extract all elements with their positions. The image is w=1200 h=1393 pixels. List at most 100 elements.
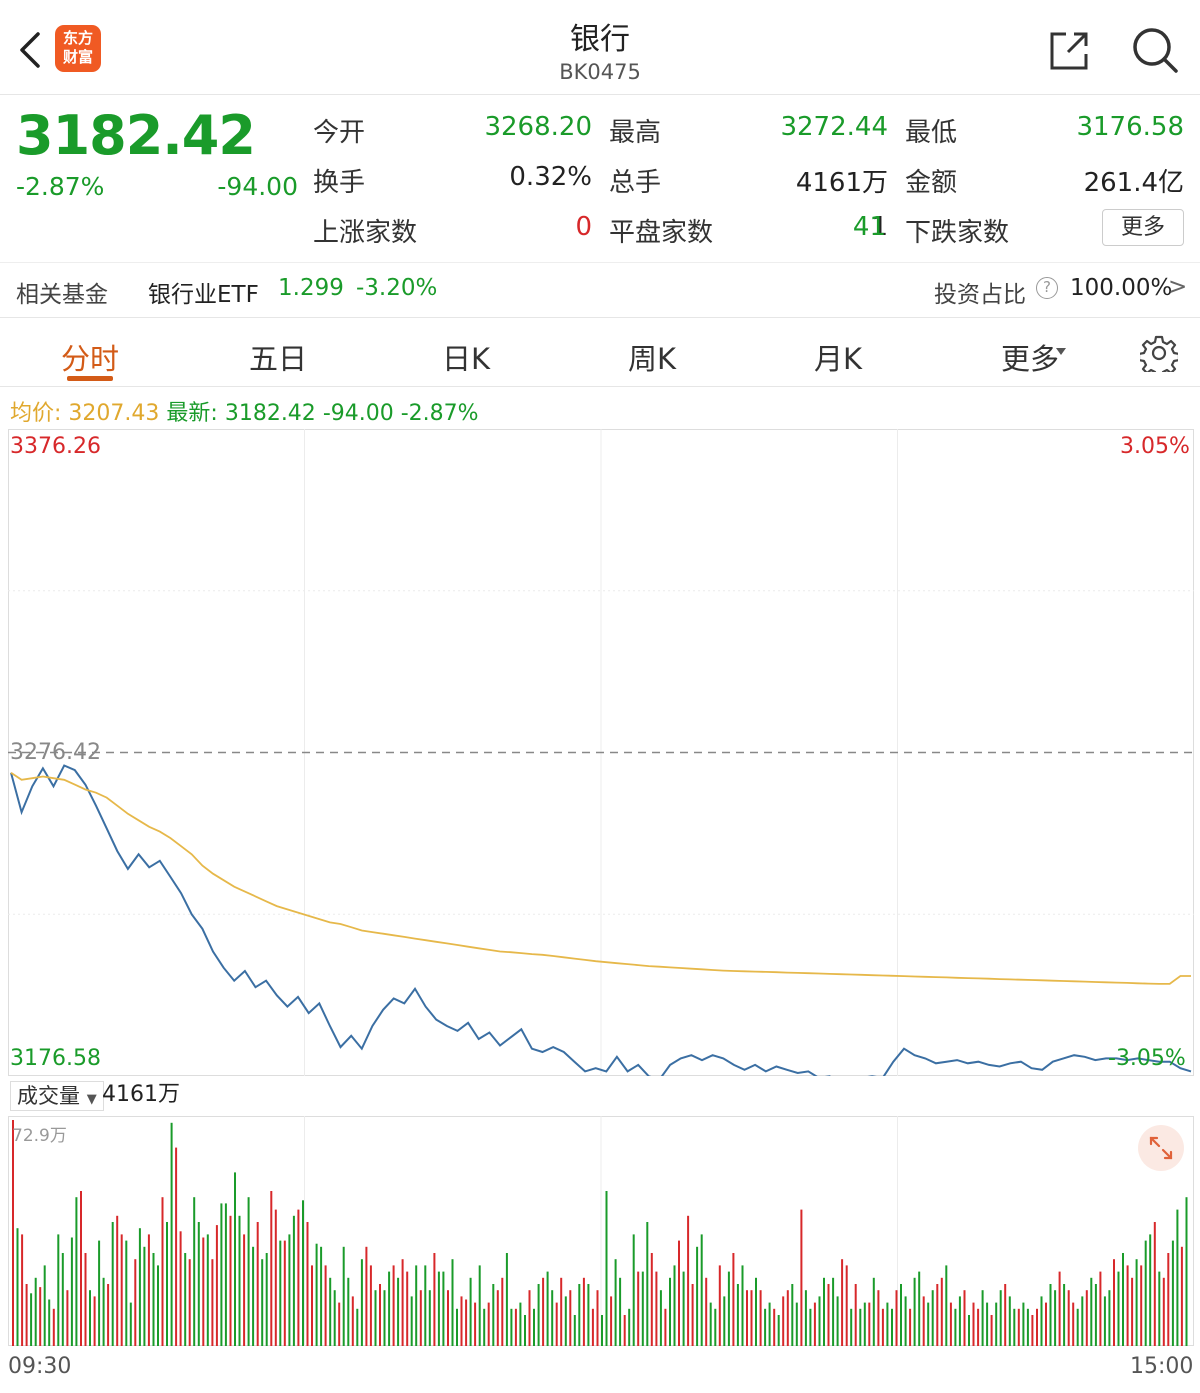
volume-bar	[881, 1308, 884, 1346]
sector-code: BK0475	[559, 60, 641, 84]
volume-bar	[143, 1246, 146, 1346]
volume-bar	[596, 1290, 599, 1346]
volume-bar	[360, 1259, 363, 1346]
quote-value: 3268.20	[484, 112, 592, 142]
volume-bar	[1126, 1265, 1129, 1346]
volume-bar	[755, 1277, 757, 1346]
fund-name[interactable]: 银行业ETF	[148, 282, 259, 308]
latest-value: 3182.42	[224, 401, 316, 426]
tab-5[interactable]: 更多	[1000, 342, 1059, 376]
volume-bar	[138, 1228, 141, 1346]
volume-bar	[111, 1222, 114, 1346]
volume-bar	[528, 1290, 531, 1346]
volume-bar	[555, 1302, 558, 1346]
volume-bar	[292, 1215, 295, 1346]
volume-bar	[134, 1259, 137, 1346]
volume-bar	[279, 1240, 282, 1346]
volume-bar	[80, 1191, 82, 1346]
volume-bar	[972, 1302, 975, 1346]
volume-bar	[456, 1308, 458, 1346]
volume-bar	[1008, 1296, 1011, 1346]
volume-bar	[270, 1191, 273, 1346]
volume-chart[interactable]	[8, 1116, 1194, 1346]
volume-bar	[619, 1277, 622, 1346]
volume-bar	[723, 1296, 726, 1346]
quote-label: 换手	[313, 168, 366, 198]
tab-3[interactable]: 周K	[627, 342, 677, 376]
quote-value: 3176.58	[1076, 112, 1184, 142]
volume-bar	[487, 1302, 490, 1346]
volume-bar	[220, 1203, 223, 1346]
volume-bar	[39, 1287, 42, 1346]
volume-bar	[1099, 1271, 1102, 1346]
search-icon[interactable]	[1130, 25, 1180, 75]
volume-bar	[61, 1253, 64, 1346]
help-icon[interactable]: ?	[1036, 277, 1058, 299]
volume-bar	[863, 1302, 866, 1346]
tab-4[interactable]: 月K	[813, 342, 863, 376]
volume-bar	[161, 1197, 164, 1346]
volume-bar	[496, 1290, 499, 1346]
volume-selector[interactable]: 成交量 ▼	[10, 1081, 104, 1111]
volume-bar	[813, 1302, 816, 1346]
volume-bar	[927, 1302, 930, 1346]
time-end: 15:00	[1130, 1354, 1194, 1379]
volume-total: 4161万	[102, 1082, 180, 1107]
quote-value: 261.4亿	[1083, 168, 1184, 198]
axis-top-pct: 3.05%	[1120, 434, 1190, 459]
volume-bar	[356, 1308, 359, 1346]
chevron-right-icon[interactable]: >	[1168, 274, 1188, 300]
axis-mid-price: 3276.42	[10, 740, 101, 765]
volume-bar	[546, 1271, 549, 1346]
back-icon[interactable]	[14, 28, 54, 72]
tab-1[interactable]: 五日	[248, 342, 307, 376]
related-fund-row[interactable]: 相关基金 银行业ETF 1.299 -3.20% 投资占比 ? 100.00% …	[0, 262, 1200, 318]
expand-icon[interactable]	[1138, 1125, 1184, 1171]
volume-bar	[25, 1284, 28, 1346]
volume-bar	[424, 1265, 427, 1346]
quote-label: 上涨家数	[313, 218, 418, 248]
settings-icon[interactable]	[1137, 334, 1181, 379]
volume-bar	[900, 1284, 902, 1346]
volume-bar	[999, 1290, 1002, 1346]
avg-label: 均价:	[10, 401, 62, 426]
axis-bottom-pct: -3.05%	[1108, 1046, 1186, 1071]
volume-bar	[537, 1284, 540, 1346]
active-tab-indicator	[67, 376, 113, 381]
volume-bar	[202, 1237, 205, 1346]
volume-bar	[283, 1240, 286, 1346]
volume-bar	[759, 1290, 762, 1346]
volume-bar	[383, 1290, 386, 1346]
volume-bar	[868, 1302, 871, 1346]
volume-bar	[736, 1284, 739, 1346]
quote-label: 下跌家数	[905, 218, 1010, 248]
volume-bar	[1036, 1308, 1038, 1346]
volume-bar	[872, 1277, 875, 1346]
volume-bar	[175, 1147, 178, 1346]
tab-0[interactable]: 分时	[60, 342, 119, 376]
volume-bar	[238, 1215, 241, 1346]
volume-bar	[1076, 1308, 1079, 1346]
volume-bar	[12, 1120, 14, 1346]
share-icon[interactable]	[1048, 28, 1092, 72]
volume-max-label: 72.9万	[12, 1126, 67, 1146]
volume-bar	[433, 1253, 436, 1346]
volume-bar	[823, 1277, 825, 1346]
fund-price: 1.299	[278, 275, 344, 301]
volume-bar	[333, 1290, 336, 1346]
volume-bar	[514, 1308, 517, 1346]
volume-bar	[16, 1228, 19, 1346]
tab-2[interactable]: 日K	[441, 342, 491, 376]
volume-bar	[732, 1253, 735, 1346]
volume-bar	[1108, 1290, 1111, 1346]
intraday-price-chart[interactable]	[8, 429, 1194, 1076]
volume-bar	[102, 1277, 105, 1346]
volume-bar	[170, 1122, 173, 1346]
volume-bar	[673, 1265, 676, 1346]
volume-bar	[691, 1284, 694, 1346]
volume-bar	[1153, 1222, 1156, 1346]
volume-bar	[1072, 1302, 1075, 1346]
volume-bar	[1022, 1302, 1025, 1346]
more-button[interactable]: 更多	[1102, 209, 1184, 246]
volume-bar	[750, 1290, 753, 1346]
